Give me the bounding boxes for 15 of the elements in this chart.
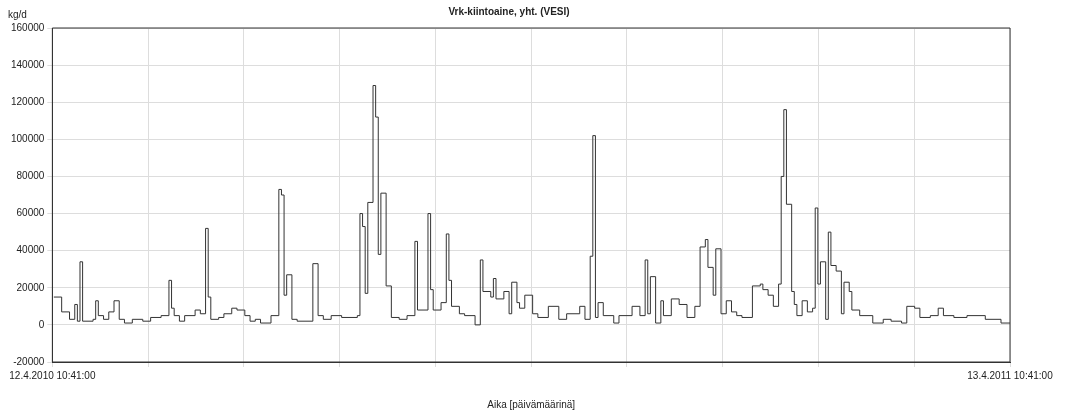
y-tick-label: 120000 (10, 95, 45, 107)
y-tick-label: 80000 (16, 170, 45, 182)
y-tick-label: 40000 (16, 244, 45, 256)
y-tick-label: 60000 (16, 207, 45, 219)
y-tick-label: 100000 (10, 133, 45, 145)
y-tick-label: -20000 (13, 355, 45, 367)
x-tick-label: 12.4.2010 10:41:00 (9, 369, 96, 381)
y-tick-label: 0 (38, 318, 45, 330)
y-axis-title: kg/d (7, 8, 27, 20)
y-tick-label: 160000 (10, 21, 45, 33)
chart-title: Vrk-kiintoaine, yht. (VESI) (448, 5, 570, 17)
y-tick-label: 140000 (10, 58, 45, 70)
y-tick-label: 20000 (16, 281, 45, 293)
x-axis-title: Aika [päivämäärinä] (487, 398, 576, 410)
x-tick-label: 13.4.2011 10:41:00 (967, 369, 1054, 381)
